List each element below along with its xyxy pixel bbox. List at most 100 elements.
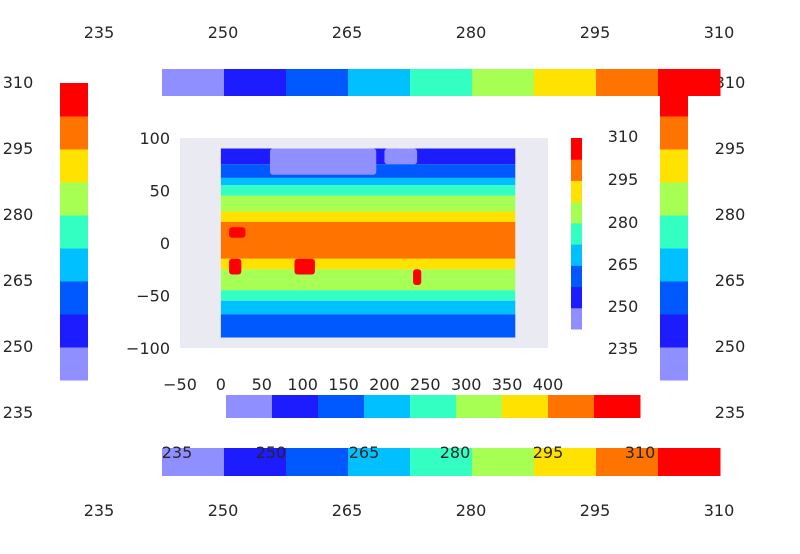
y-tick-label: 100 [139,129,170,148]
colorbar-segment [660,314,688,348]
colorbar-tick-label: 280 [456,501,487,520]
heatmap-band [220,195,516,204]
colorbar-segment [534,448,597,476]
x-tick-label: 250 [410,375,441,394]
colorbar-tick-label: 310 [3,73,34,92]
heatmap-band [220,279,516,291]
x-tick-label: −50 [163,375,197,394]
colorbar-tick-label: 295 [580,23,611,42]
colorbar-tick-label: 235 [715,403,746,422]
colorbar-segment [286,69,349,96]
colorbar-tick-label: 310 [715,73,746,92]
inner-horizontal-colorbar [226,395,641,418]
colorbar-segment [162,69,225,96]
colorbar-tick-label: 280 [715,205,746,224]
heatmap-patch [413,269,422,285]
heatmap-band [220,290,516,301]
x-tick-label: 400 [533,375,564,394]
heatmap-band [220,203,516,212]
colorbar-tick-label: 235 [84,23,115,42]
heatmap-band [220,222,516,259]
y-tick-label: −100 [126,339,170,358]
colorbar-tick-label: 250 [208,501,239,520]
colorbar-tick-label: 265 [715,271,746,290]
colorbar-segment [60,314,88,348]
bottom-colorbar: 235 250 265 280 295 310 235 250 265 280 295 310 [84,443,735,520]
colorbar-segment [596,69,659,96]
colorbar-segment [60,347,88,381]
colorbar-segment [660,116,688,150]
colorbar-segment [660,182,688,216]
colorbar-segment [571,286,582,309]
colorbar-tick-label-overlapped: 310 [625,443,656,462]
colorbar-segment [410,395,457,418]
colorbar-segment [472,448,535,476]
colorbar-segment [60,281,88,315]
colorbar-tick-label: 250 [208,23,239,42]
heatmap-patch [229,227,246,238]
x-tick-label: 150 [328,375,359,394]
colorbar-tick-label-overlapped: 250 [256,443,287,462]
colorbar-segment [571,222,582,245]
colorbar-segment [162,448,225,476]
colorbar-tick-label: 295 [580,501,611,520]
colorbar-tick-label-overlapped: 265 [349,443,380,462]
colorbar-tick-label: 310 [608,127,639,146]
colorbar-segment [60,149,88,183]
colorbar-segment [410,448,473,476]
colorbar-segment [472,69,535,96]
colorbar-tick-label: 250 [608,297,639,316]
colorbar-segment [60,83,88,117]
colorbar-segment [60,248,88,282]
colorbar-segment [502,395,549,418]
colorbar-tick-label: 265 [332,501,363,520]
colorbar-segment [660,149,688,183]
colorbar-segment [348,69,411,96]
y-tick-label: 50 [150,182,170,201]
top-colorbar: 235 250 265 280 295 310 [84,23,734,96]
colorbar-segment [658,448,721,476]
colorbar-segment [596,448,659,476]
colorbar-segment [224,448,287,476]
heatmap-patch [384,148,418,165]
heatmap-band [220,314,516,338]
y-tick-labels: 100 50 0 −50 −100 [126,129,170,358]
heatmap-band [220,269,516,280]
colorbar-tick-label: 235 [608,339,639,358]
colorbar-tick-label: 280 [608,213,639,232]
colorbar-tick-label: 295 [3,139,34,158]
colorbar-tick-label: 265 [332,23,363,42]
colorbar-tick-label: 235 [84,501,115,520]
colorbar-tick-label: 265 [3,271,34,290]
heatmap-band [220,177,516,186]
colorbar-tick-label: 250 [3,337,34,356]
colorbar-tick-label: 250 [715,337,746,356]
colorbar-segment [571,307,582,330]
colorbar-tick-label: 295 [715,139,746,158]
colorbar-tick-label: 295 [608,170,639,189]
colorbar-segment [534,69,597,96]
x-tick-label: 300 [451,375,482,394]
colorbar-segment [60,116,88,150]
x-tick-label: 50 [252,375,272,394]
colorbar-segment [60,182,88,216]
colorbar-segment [658,69,721,96]
colorbar-tick-label-overlapped: 235 [162,443,193,462]
colorbar-segment [660,215,688,249]
colorbar-segment [224,69,287,96]
colorbar-segment [286,448,349,476]
colorbar-tick-label-overlapped: 295 [533,443,564,462]
colorbar-tick-label: 235 [3,403,34,422]
inner-vertical-colorbar: 235 250 265 280 295 310 [571,127,638,358]
heatmap-patch [294,258,315,275]
colorbar-segment [364,395,411,418]
heatmap-image [220,148,516,338]
x-tick-label: 200 [369,375,400,394]
heatmap-patch [269,148,377,175]
colorbar-segment [571,159,582,181]
colorbar-segment [660,281,688,315]
colorbar-segment [548,395,595,418]
colorbar-tick-label: 265 [608,255,639,274]
colorbar-segment [571,138,582,160]
